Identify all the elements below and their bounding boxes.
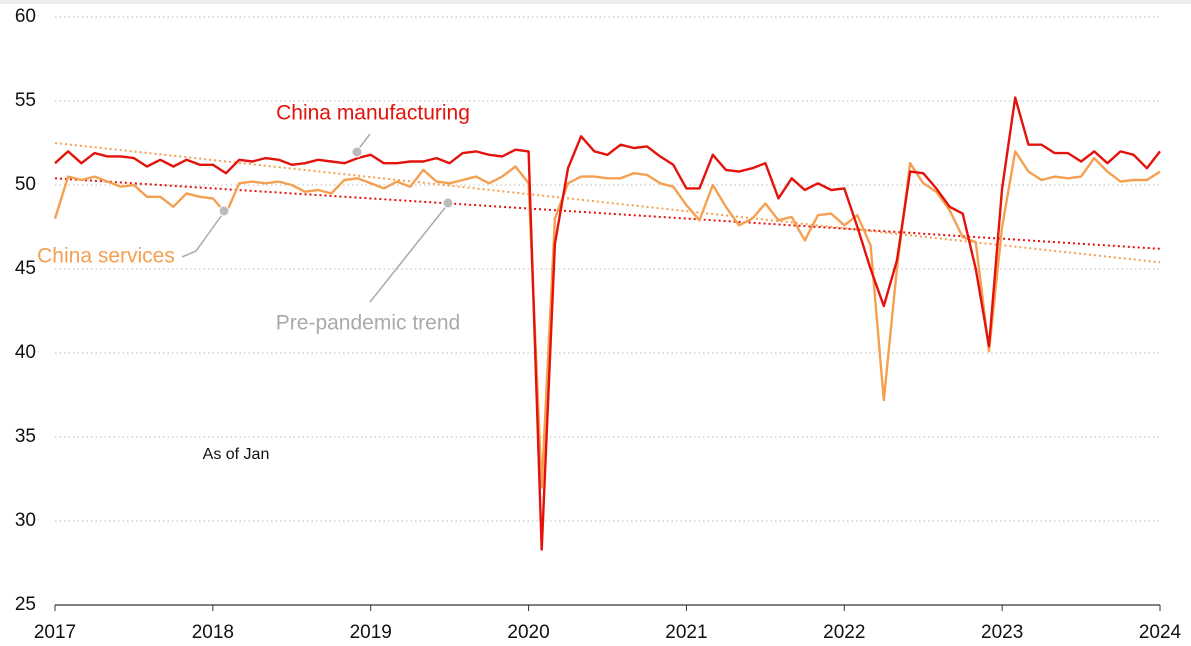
y-tick-label: 25	[15, 594, 36, 615]
y-tick-label: 45	[15, 258, 36, 279]
x-tick-label: 2022	[823, 622, 865, 643]
note: As of Jan	[203, 446, 270, 463]
x-tick-label: 2019	[350, 622, 392, 643]
pointer	[181, 211, 225, 258]
top-bar	[0, 0, 1191, 4]
x-tick-label: 2024	[1139, 622, 1182, 643]
grid: 25 30 35 40 45 50 55 60 2017 2018 2019 2020 2021 2022…	[15, 6, 1182, 643]
x-tick-label: 2018	[192, 622, 234, 643]
x-tick-label: 2017	[34, 622, 76, 643]
pointer-dot	[218, 205, 230, 217]
annotations: China manufacturing China services Pre-p…	[37, 102, 470, 464]
pointer-dot	[442, 197, 454, 209]
x-tick-label: 2023	[981, 622, 1023, 643]
marks	[53, 96, 1161, 551]
y-tick-label: 55	[15, 90, 36, 111]
y-tick-label: 30	[15, 510, 36, 531]
y-tick-label: 50	[15, 174, 36, 195]
trend-line	[54, 142, 1161, 264]
y-tick-label: 35	[15, 426, 36, 447]
series-line	[53, 150, 1161, 489]
series-line	[54, 96, 1161, 551]
pointer-dot	[351, 146, 363, 158]
y-tick-label: 60	[15, 6, 36, 27]
x-tick-label: 2021	[665, 622, 707, 643]
y-tick-label: 40	[15, 342, 36, 363]
trend-label: Pre-pandemic trend	[276, 312, 460, 335]
series-label: China services	[37, 245, 175, 268]
series-label: China manufacturing	[276, 102, 470, 125]
pointer	[369, 203, 449, 303]
x-tick-label: 2020	[507, 622, 549, 643]
